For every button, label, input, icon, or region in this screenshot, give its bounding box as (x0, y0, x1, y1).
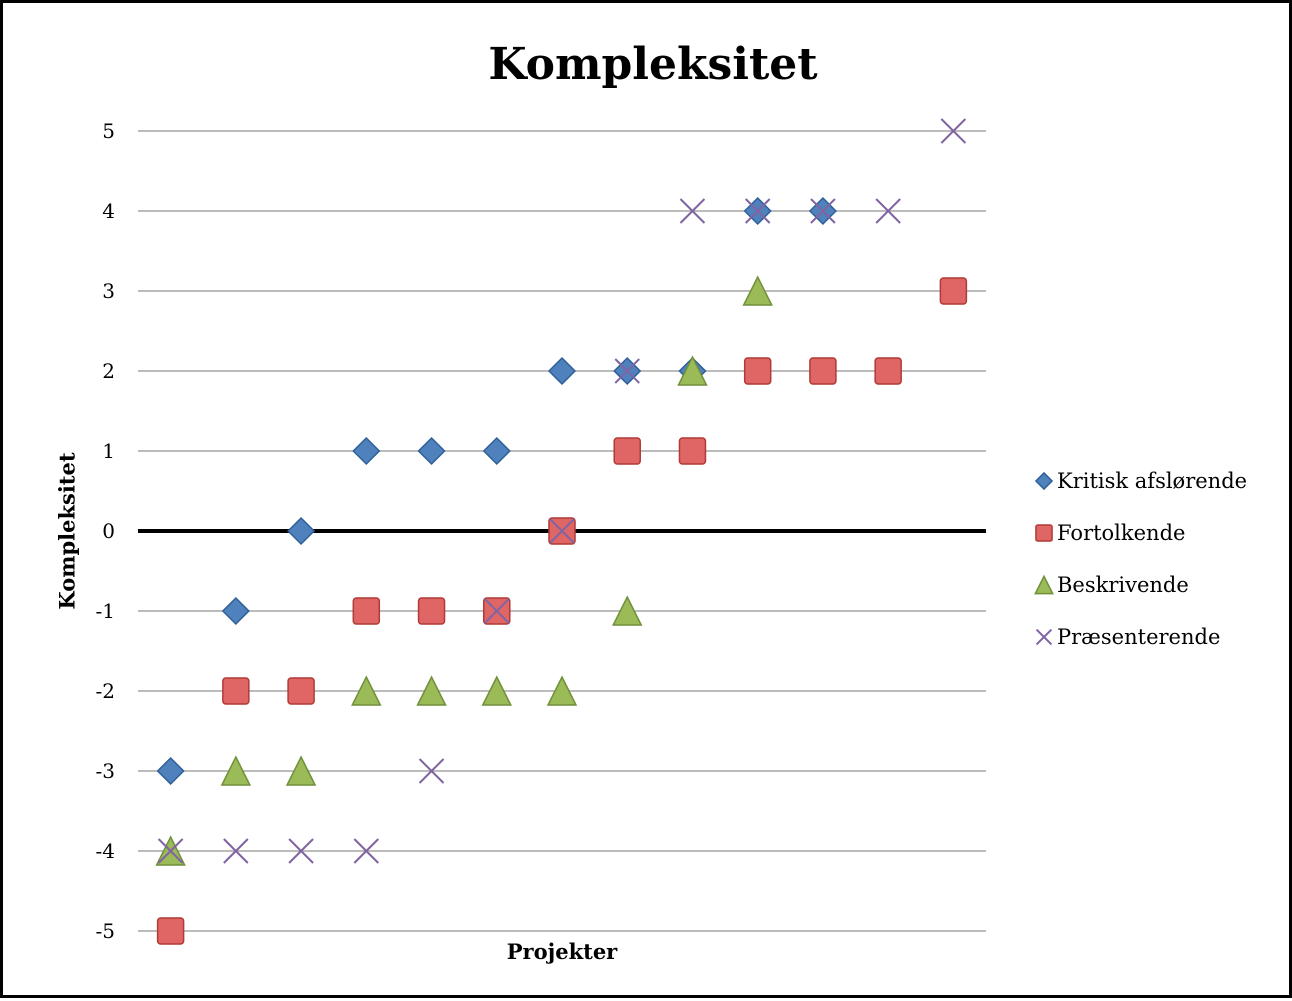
point-beskrivende (612, 595, 643, 626)
point-beskrivende (416, 675, 447, 706)
y-tick-labels: -5 -4 -3 -2 -1 0 1 2 3 4 5 (96, 119, 115, 943)
point-fortolkende (743, 357, 772, 385)
point-pr-senterende (157, 838, 184, 864)
point-kritisk-afsl-rende (352, 436, 381, 466)
y-tick-label: -1 (96, 599, 115, 623)
point-kritisk-afsl-rende (287, 516, 316, 546)
point-kritisk-afsl-rende (221, 596, 250, 626)
point-fortolkende (678, 437, 707, 465)
data-markers (155, 118, 968, 945)
point-fortolkende (613, 437, 641, 465)
y-tick-label: 2 (102, 359, 115, 383)
point-pr-senterende (418, 758, 445, 784)
y-tick-label: 0 (102, 519, 115, 543)
legend-marker-icon (1035, 524, 1053, 542)
point-beskrivende (677, 355, 708, 386)
legend-item: Fortolkende (1033, 507, 1247, 559)
point-fortolkende (417, 597, 446, 625)
point-fortolkende (809, 357, 837, 385)
y-tick-label: 1 (102, 439, 115, 463)
legend-marker-icon (1034, 574, 1054, 595)
point-kritisk-afsl-rende (156, 756, 185, 786)
y-tick-label: 5 (102, 119, 115, 143)
y-tick-label: -3 (96, 759, 115, 783)
point-fortolkende (222, 677, 250, 705)
point-pr-senterende (940, 118, 967, 144)
point-fortolkende (874, 357, 902, 385)
point-kritisk-afsl-rende (547, 356, 577, 386)
legend-item: Præsenterende (1033, 611, 1247, 663)
y-tick-label: 4 (102, 199, 115, 223)
x-axis-label: Projekter (506, 939, 618, 964)
legend-marker-icon (1034, 471, 1054, 491)
point-fortolkende (287, 677, 315, 705)
point-pr-senterende (875, 198, 901, 224)
point-beskrivende (351, 675, 382, 706)
point-pr-senterende (484, 598, 510, 624)
point-pr-senterende (614, 358, 640, 384)
point-pr-senterende (810, 198, 836, 224)
point-kritisk-afsl-rende (482, 436, 511, 466)
y-tick-label: -5 (96, 919, 115, 943)
point-beskrivende (546, 675, 578, 706)
y-axis-label: Kompleksitet (54, 452, 80, 610)
point-pr-senterende (223, 838, 249, 864)
legend-item: Kritisk afslørende (1033, 455, 1247, 507)
legend-label: Fortolkende (1057, 521, 1186, 545)
chart-title: Kompleksitet (488, 39, 818, 90)
point-pr-senterende (288, 838, 314, 864)
y-tick-label: 3 (102, 279, 115, 303)
point-pr-senterende (549, 518, 575, 544)
legend-label: Præsenterende (1057, 625, 1221, 649)
point-fortolkende (156, 917, 185, 945)
legend-label: Kritisk afslørende (1057, 469, 1248, 493)
point-beskrivende (220, 755, 252, 786)
y-tick-label: -4 (96, 839, 115, 863)
point-beskrivende (285, 755, 317, 786)
plot-area: -5 -4 -3 -2 -1 0 1 2 3 4 5 (96, 118, 986, 945)
point-fortolkende (939, 277, 968, 305)
point-pr-senterende (679, 198, 706, 224)
point-beskrivende (481, 675, 512, 706)
legend-marker-icon (1035, 628, 1053, 646)
legend: Kritisk afslørende Fortolkende Beskrivende… (1033, 455, 1247, 663)
point-beskrivende (742, 275, 773, 306)
legend-label: Beskrivende (1057, 573, 1189, 597)
y-tick-label: -2 (96, 679, 115, 703)
point-pr-senterende (744, 198, 771, 224)
point-kritisk-afsl-rende (417, 436, 446, 466)
legend-item: Beskrivende (1033, 559, 1247, 611)
point-fortolkende (352, 597, 381, 625)
point-pr-senterende (353, 838, 380, 864)
